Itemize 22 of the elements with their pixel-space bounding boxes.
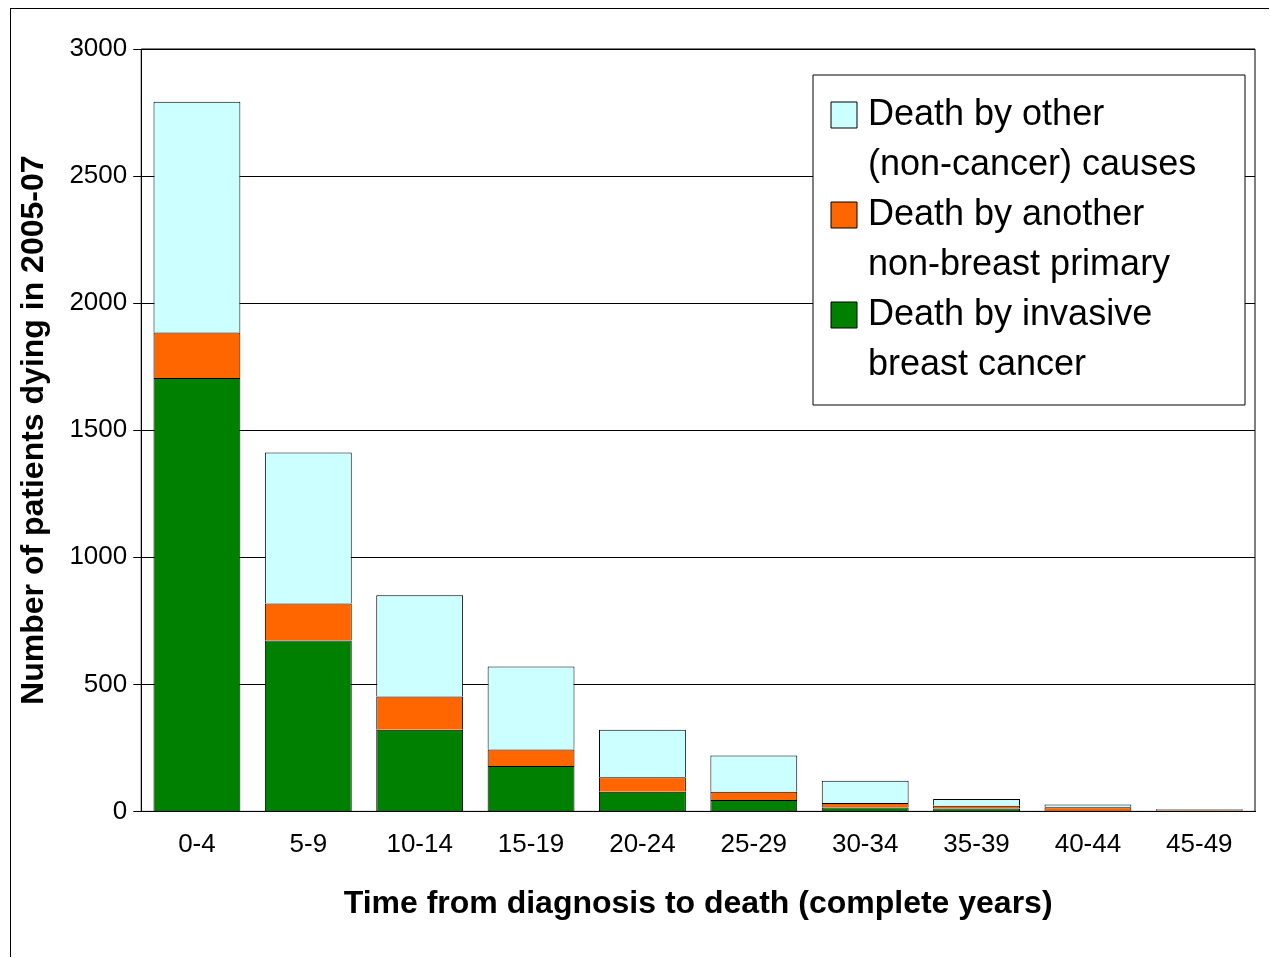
x-tick-label: 0-4 bbox=[178, 828, 216, 859]
x-tick-label: 35-39 bbox=[943, 828, 1010, 859]
x-tick-label: 25-29 bbox=[720, 828, 788, 859]
x-tick-label: 40-44 bbox=[1054, 828, 1122, 859]
x-tick-label: 10-14 bbox=[386, 828, 453, 859]
y-tick-label: 3000 bbox=[69, 32, 128, 63]
x-axis-title: Time from diagnosis to death (complete years) bbox=[343, 883, 1053, 920]
x-tick-label: 15-19 bbox=[497, 828, 565, 859]
x-tick-label: 20-24 bbox=[609, 828, 676, 859]
x-tick-label: 5-9 bbox=[289, 828, 328, 859]
y-tick-label: 0 bbox=[112, 794, 128, 825]
legend-label: Death by other (non-cancer) causes bbox=[868, 91, 1197, 183]
y-tick-label: 2000 bbox=[69, 286, 128, 317]
y-tick-label: 1000 bbox=[69, 540, 128, 571]
y-tick-label: 500 bbox=[83, 667, 128, 698]
y-tick-label: 1500 bbox=[69, 413, 128, 444]
legend-label: Death by invasive breast cancer bbox=[868, 291, 1153, 383]
legend-label: Death by another non-breast primary bbox=[868, 191, 1171, 283]
y-axis-title: Number of patients dying in 2005-07 bbox=[14, 155, 51, 705]
x-tick-label: 30-34 bbox=[831, 828, 899, 859]
x-tick-label: 45-49 bbox=[1166, 828, 1233, 859]
y-tick-label: 2500 bbox=[69, 159, 128, 190]
